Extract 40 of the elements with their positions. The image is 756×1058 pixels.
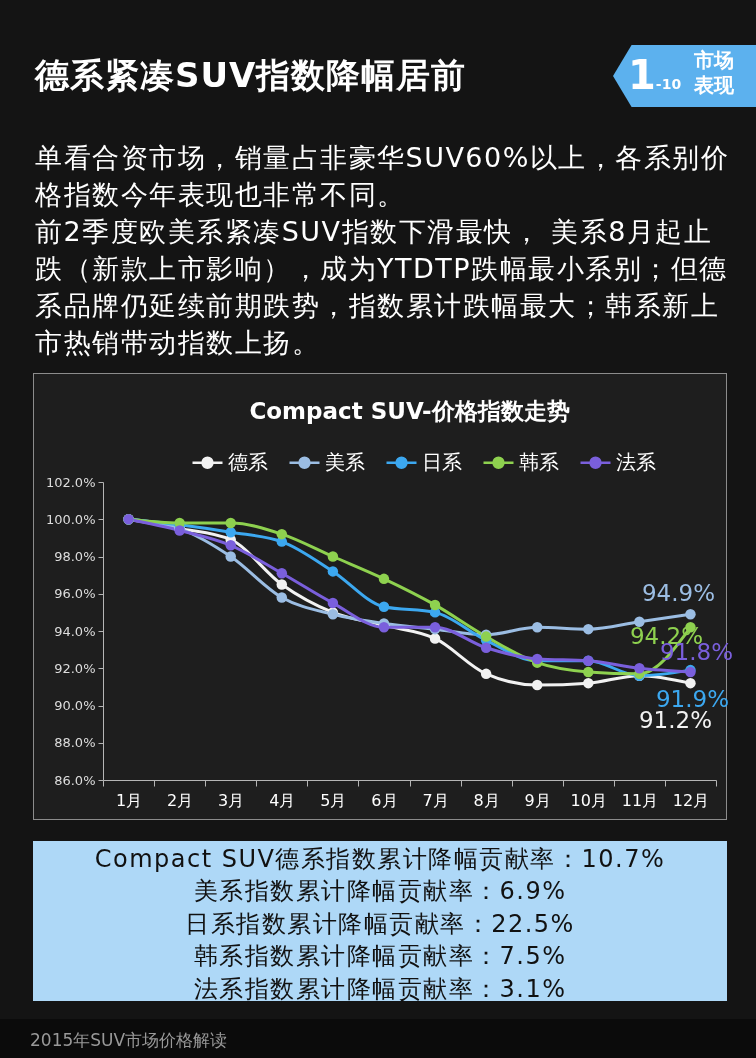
data-label: 91.2% xyxy=(638,707,712,734)
legend-label: 日系 xyxy=(422,449,462,474)
x-tick-label: 3月 xyxy=(218,790,245,810)
y-tick-label: 88.0% xyxy=(54,735,96,751)
text: 单看合资市场，销量占非豪华SUV60%以上，各系别价格指数今年表现也非常不同。 xyxy=(35,141,731,212)
text: 前2季度欧美系紧凑SUV指数下滑最快， 美系8月起止跌（新款上市影响），成为YTDTP跌幅最小系别；但德系品牌仍延续前期跌势，指数累计跌幅最大；韩系新上市热销带动指数上扬。 xyxy=(35,215,729,360)
x-tick-label: 4月 xyxy=(269,790,296,810)
x-tick-label: 1月 xyxy=(115,790,143,810)
legend-label: 德系 xyxy=(228,449,268,474)
x-tick-label: 11月 xyxy=(621,790,659,810)
text: 韩系指数累计降幅贡献率：7.5% xyxy=(192,941,568,973)
text: 日系指数累计降幅贡献率：22.5% xyxy=(184,908,576,940)
y-tick-label: 98.0% xyxy=(54,549,96,564)
data-label: 94.9% xyxy=(641,580,715,607)
y-tick-label: 92.0% xyxy=(54,660,96,676)
x-tick-label: 6月 xyxy=(371,790,398,810)
text: 市场表现 xyxy=(694,48,735,98)
y-tick-label: 94.0% xyxy=(54,623,96,639)
text: 1-10 xyxy=(628,52,682,98)
x-tick-label: 8月 xyxy=(473,790,500,810)
y-tick-label: 102.0% xyxy=(45,474,96,490)
x-tick-label: 7月 xyxy=(422,790,449,810)
y-tick-label: 86.0% xyxy=(54,772,96,788)
legend-label: 韩系 xyxy=(519,449,559,474)
y-tick-label: 96.0% xyxy=(54,586,96,602)
x-tick-label: 5月 xyxy=(320,790,347,810)
x-tick-label: 10月 xyxy=(570,790,607,810)
chart-title: 德系紧凑SUV指数降幅居前 xyxy=(35,54,467,96)
x-tick-label: 12月 xyxy=(672,790,710,810)
text: 2015年SUV市场价格解读 xyxy=(30,1029,228,1051)
text: 美系指数累计降幅贡献率：6.9% xyxy=(192,876,568,908)
y-tick-label: 90.0% xyxy=(54,698,96,713)
legend-label: 美系 xyxy=(325,449,365,474)
text: Compact SUV德系指数累计降幅贡献率：10.7% xyxy=(93,844,667,875)
text: 法系指数累计降幅贡献率：3.1% xyxy=(192,973,568,1005)
x-tick-label: 2月 xyxy=(167,790,194,810)
legend-label: 法系 xyxy=(616,449,656,474)
y-tick-label: 100.0% xyxy=(45,511,96,527)
x-tick-label: 9月 xyxy=(524,790,551,810)
chart-subtitle: Compact SUV-价格指数走势 xyxy=(249,398,570,424)
